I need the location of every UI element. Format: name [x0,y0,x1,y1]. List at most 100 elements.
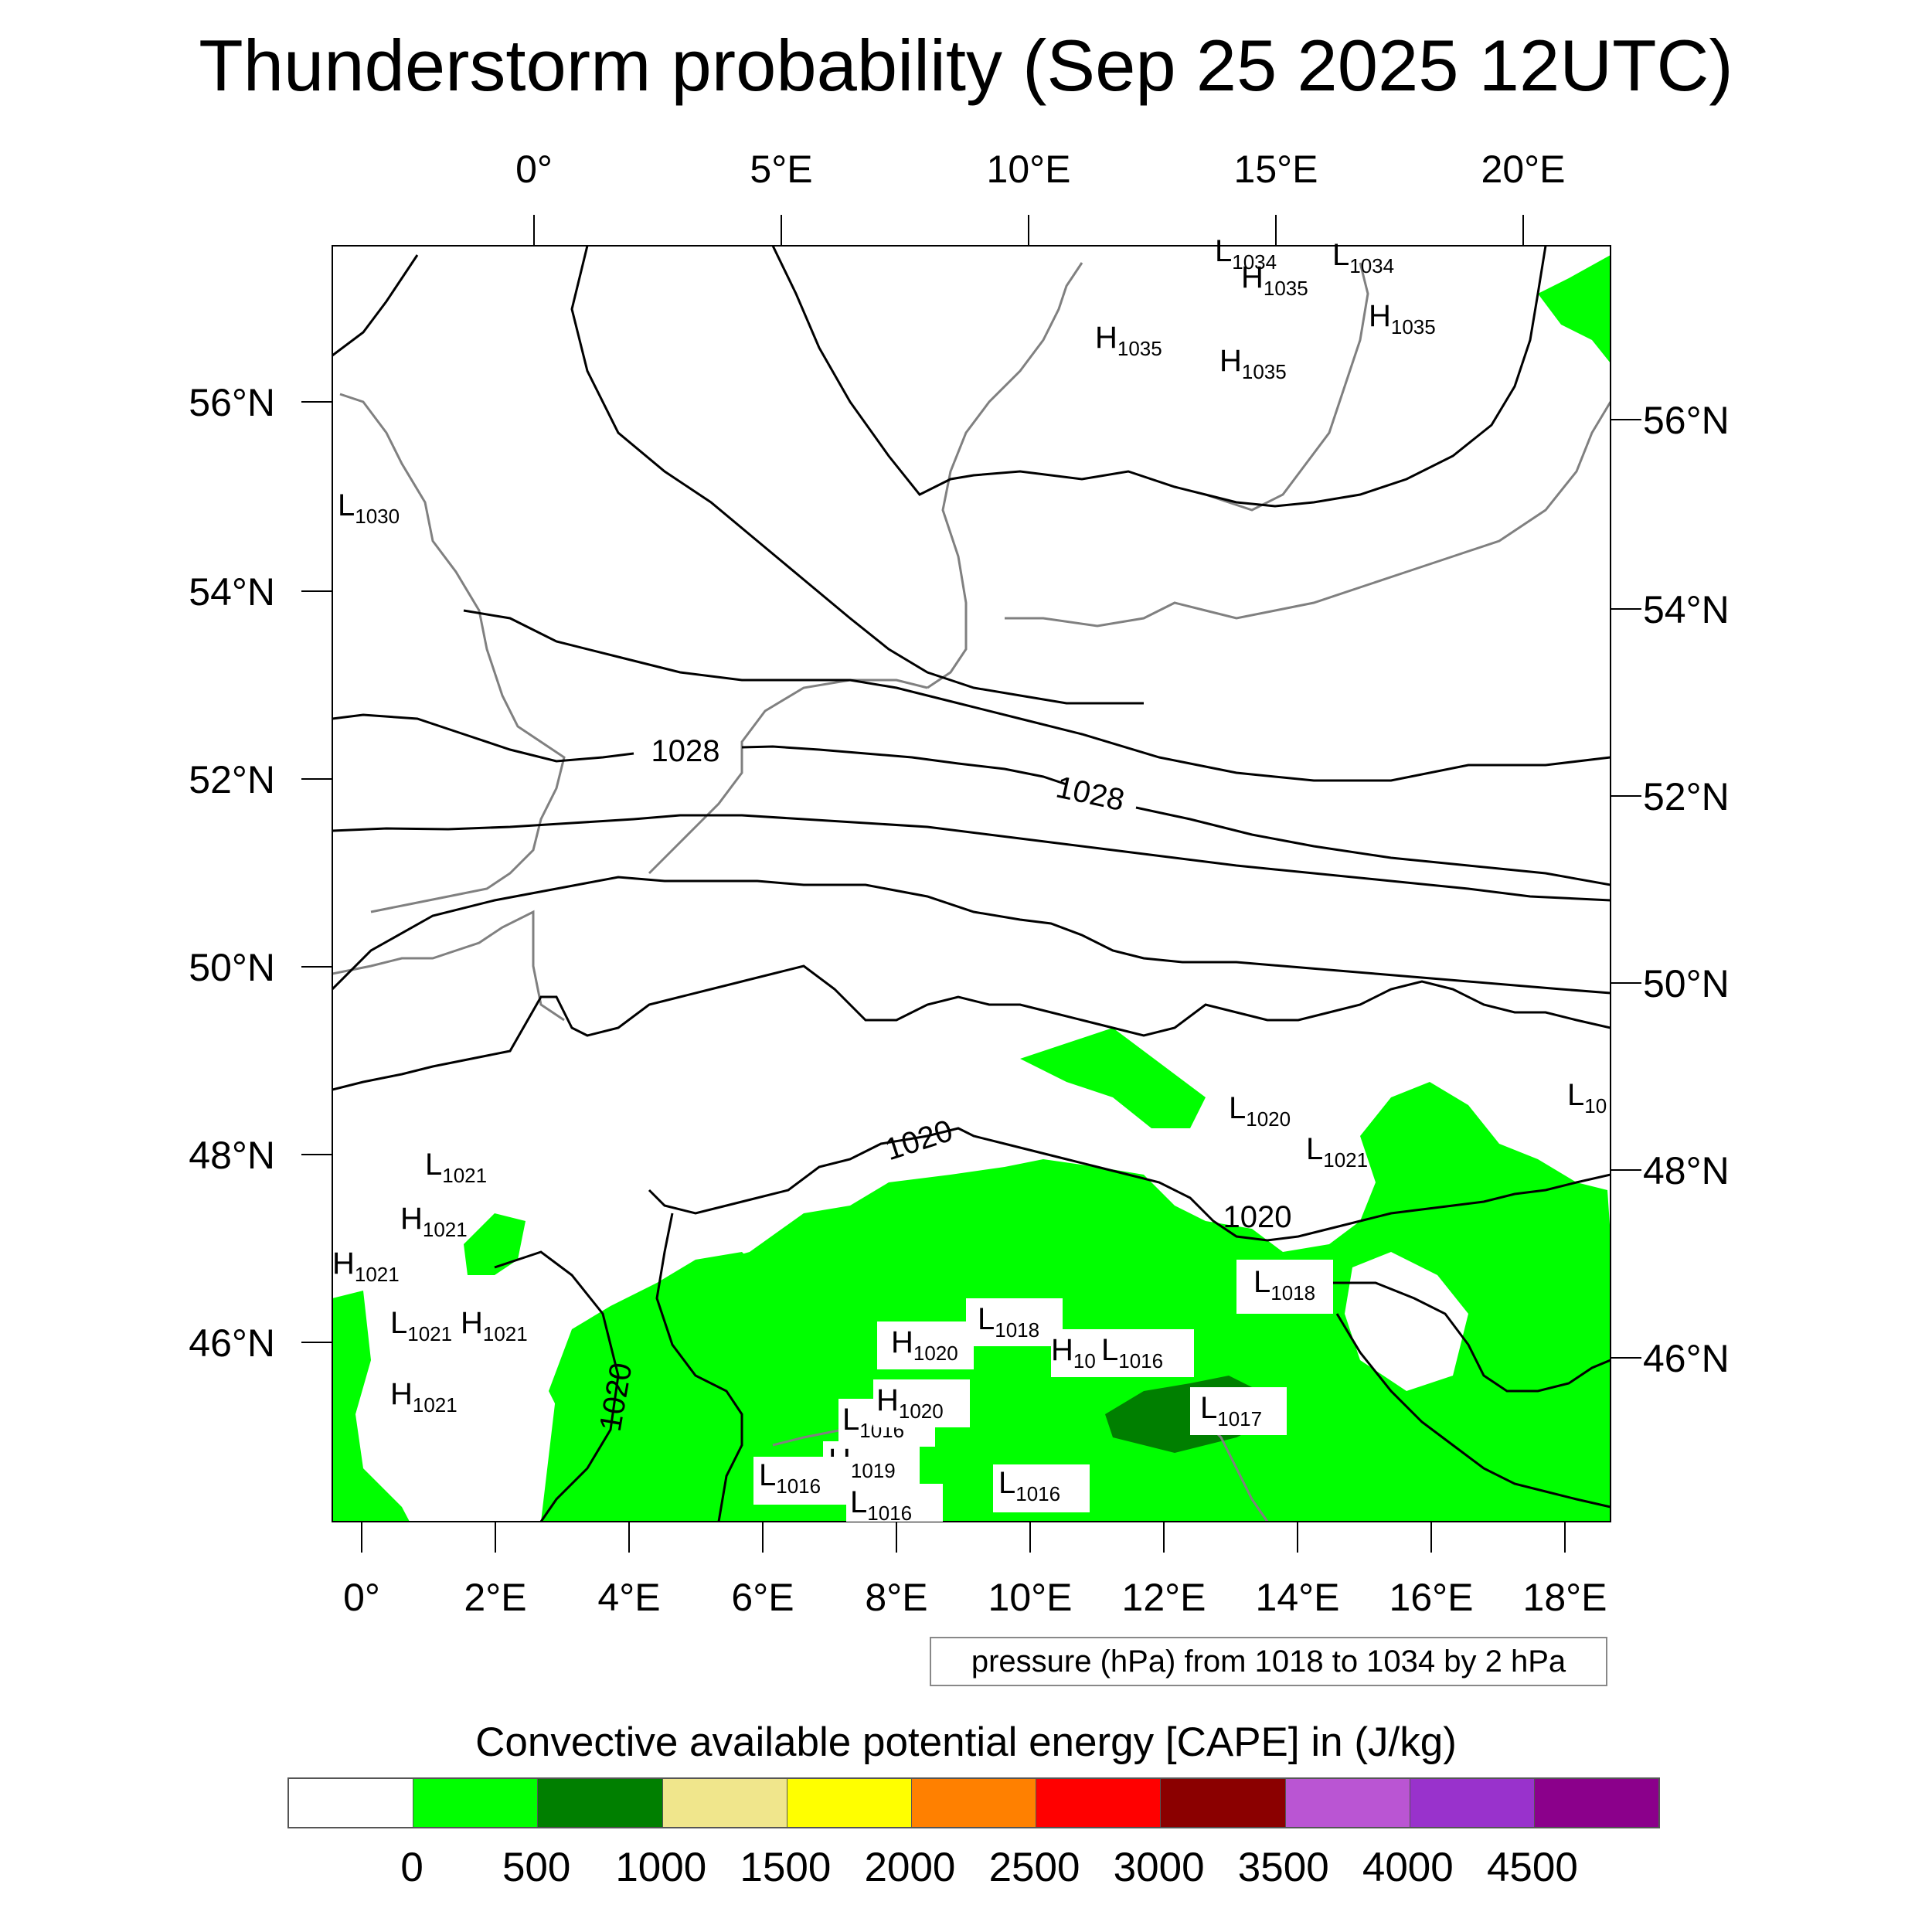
isobar-1028-lower [741,745,1067,786]
isobar-upper [463,609,1611,782]
colorbar-label: 0 [400,1845,423,1890]
isobar-labels: 1028 1028 1020 1020 1020 [594,734,1292,1434]
svg-text:L1020: L1020 [1229,1091,1291,1131]
coastlines [332,262,1611,1522]
svg-text:L1018: L1018 [1253,1265,1315,1304]
isobar-1028-upper [332,713,634,763]
left-lat-label: 54°N [189,570,275,614]
top-lon-label: 20°E [1481,148,1566,191]
pressure-center: L1017 [1200,1391,1262,1430]
isobar-middle [332,814,1611,902]
isobar-northern-ridge [570,246,1144,705]
svg-text:L1017: L1017 [1200,1391,1262,1430]
svg-text:H1035: H1035 [1369,299,1436,338]
svg-text:H1035: H1035 [1219,344,1287,383]
colorbar-swatch [911,1779,1037,1827]
pressure-center: L1021 [1306,1132,1368,1172]
svg-text:L1034: L1034 [1215,234,1277,274]
isobar-1020-north [648,1127,1611,1242]
right-lat-label: 52°N [1643,775,1730,818]
bottom-lon-label: 0° [343,1576,380,1619]
bottom-lon-labels: 0° 2°E 4°E 6°E 8°E 10°E 12°E 14°E 16°E 1… [343,1576,1607,1619]
pressure-center: H1035 [1241,260,1308,300]
pressure-center: L1034 [1332,238,1394,277]
right-lat-label: 54°N [1643,588,1730,631]
svg-text:L1021: L1021 [390,1306,452,1345]
colorbar-swatch [787,1779,912,1827]
cape-area-north [1020,1028,1206,1128]
top-lon-ticks [533,215,1524,246]
left-lat-label: 56°N [189,381,275,424]
pressure-center: L1018 [1253,1265,1315,1304]
isobar-label: 1028 [1053,770,1128,818]
svg-text:H1020: H1020 [876,1383,944,1423]
isobar-1020-inner [655,1213,743,1522]
legend-title: Convective available potential energy [C… [475,1719,1457,1765]
right-lat-label: 46°N [1643,1337,1730,1380]
isobar-label: 1028 [651,734,720,768]
coast-baltic-south [1005,401,1611,628]
bottom-lon-label: 2°E [464,1576,526,1619]
colorbar-label: 2500 [988,1845,1080,1890]
left-lat-labels: 56°N 54°N 52°N 50°N 48°N 46°N [189,381,275,1365]
svg-text:H1021: H1021 [400,1202,468,1241]
colorbar-label: 4000 [1362,1845,1454,1890]
cape-area-arc [549,1252,773,1406]
colorbar-labels: 0 500 1000 1500 2000 2500 3000 3500 4000 4500 [287,1841,1660,1895]
isobar-1018-east [1335,1313,1611,1509]
colorbar-swatch [1285,1779,1410,1827]
coast-sweden-south [1205,262,1369,512]
left-lat-label: 52°N [189,758,275,801]
pressure-center: H1021 [461,1306,528,1345]
isobar-1020-west [494,1250,620,1522]
bottom-lon-label: 12°E [1122,1576,1206,1619]
svg-text:L1021: L1021 [1306,1132,1368,1172]
svg-text:L10: L10 [1567,1078,1607,1117]
svg-text:H1021: H1021 [332,1247,400,1286]
pressure-center: H1021 [400,1202,468,1241]
left-lat-ticks [301,401,332,1343]
svg-text:L1016: L1016 [759,1458,821,1498]
right-lat-label: 48°N [1643,1149,1730,1192]
svg-text:L1021: L1021 [425,1148,487,1187]
colorbar-swatch [1534,1779,1659,1827]
coast-low-countries [648,679,928,875]
colorbar-swatch [1410,1779,1535,1827]
pressure-center: H1035 [1095,321,1162,360]
bottom-lon-label: 4°E [597,1576,660,1619]
pressure-center: H1020 [876,1383,944,1423]
pressure-center: H1035 [1369,299,1436,338]
colorbar-swatch [413,1779,539,1827]
right-lat-label: 56°N [1643,399,1730,442]
bottom-lon-label: 6°E [731,1576,794,1619]
right-lat-label: 50°N [1643,962,1730,1005]
pressure-center: L1016 [998,1466,1060,1505]
colorbar-swatch [1161,1779,1286,1827]
isobar-alps-north [332,964,1611,1091]
svg-text:L1018: L1018 [978,1302,1039,1342]
colorbar-label: 3000 [1113,1845,1205,1890]
svg-text:H1035: H1035 [1241,260,1308,300]
isobar-lower-middle [332,876,1611,995]
coast-germany-denmark [927,262,1083,689]
top-lon-label: 15°E [1234,148,1318,191]
svg-text:H10: H10 [1051,1333,1096,1372]
pressure-center: H1020 [891,1325,958,1365]
bottom-lon-label: 16°E [1389,1576,1474,1619]
colorbar-swatch [662,1779,787,1827]
colorbar-label: 1000 [615,1845,707,1890]
svg-text:H1020: H1020 [891,1325,958,1365]
pressure-center: H1021 [332,1247,400,1286]
svg-text:H1021: H1021 [390,1377,457,1417]
bottom-lon-label: 14°E [1256,1576,1340,1619]
contour-info-box: pressure (hPa) from 1018 to 1034 by 2 hP… [930,1637,1607,1686]
left-lat-label: 48°N [189,1134,275,1177]
pressure-center: H1021 [390,1377,457,1417]
top-lon-label: 10°E [987,148,1071,191]
isobar-east-loop [1329,1281,1611,1393]
cape-area-main [541,1082,1611,1522]
cape-area-northeast [1538,255,1611,363]
top-lon-label: 5°E [750,148,812,191]
colorbar-label: 3500 [1237,1845,1329,1890]
colorbar-label: 2000 [864,1845,956,1890]
